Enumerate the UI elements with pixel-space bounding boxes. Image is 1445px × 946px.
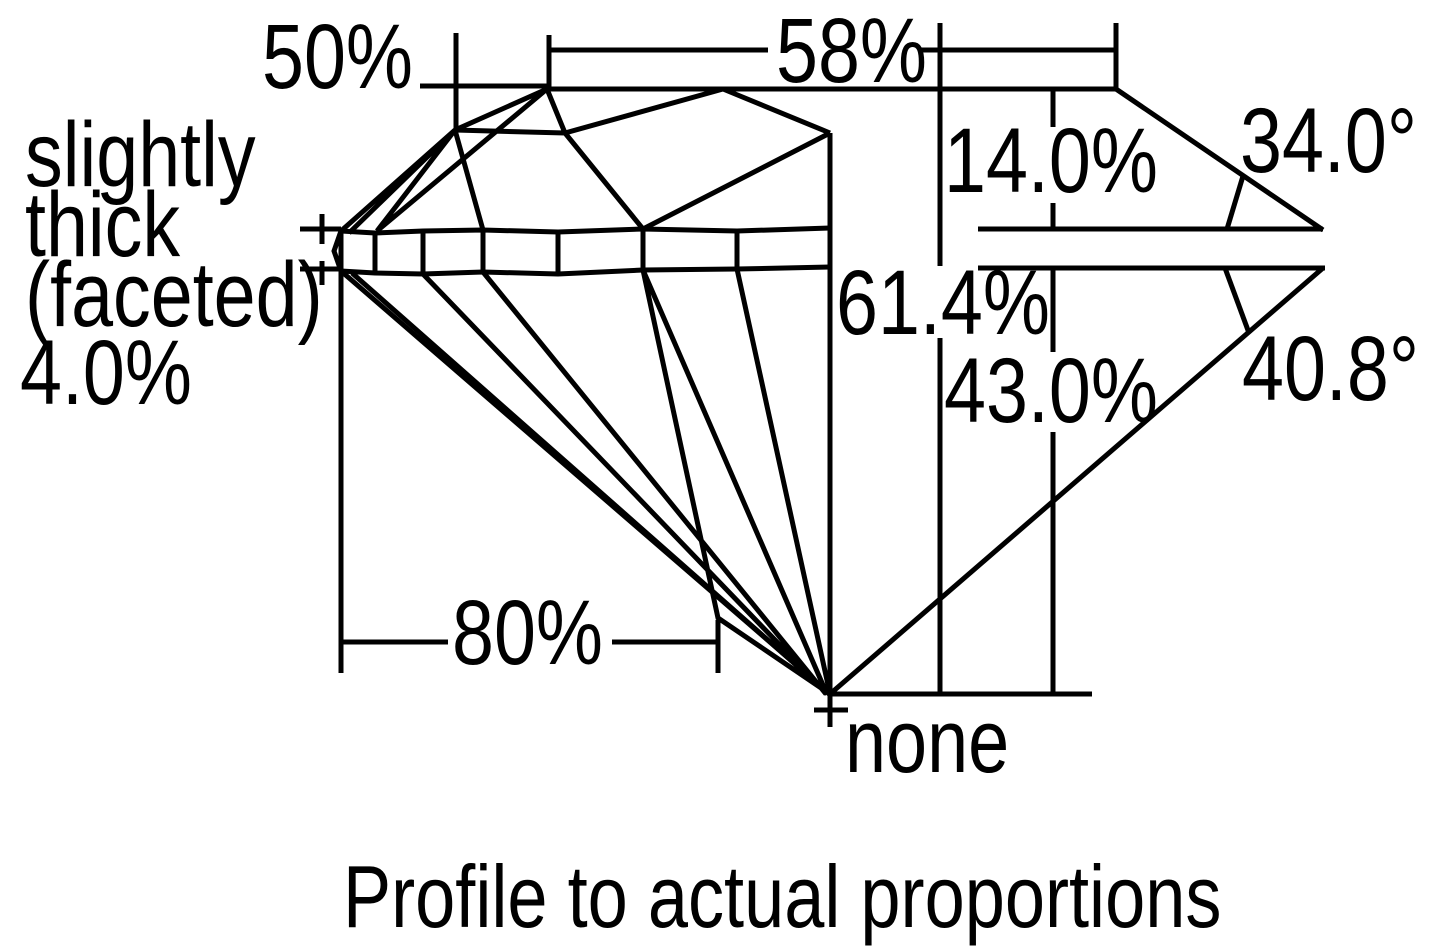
crown-facet-lines	[339, 86, 833, 694]
girdle-bottom-edge	[340, 264, 831, 277]
culet-size-label: none	[845, 692, 1010, 792]
pavilion-slope-right	[828, 266, 1325, 696]
pavilion-facet-lines	[339, 268, 833, 697]
star-length-label: 50%	[262, 6, 413, 108]
girdle-facet-edges	[338, 229, 740, 274]
culet-cross-mark	[814, 694, 848, 727]
girdle-description-line2: thick	[25, 174, 181, 276]
girdle-top-edge	[340, 225, 831, 236]
crown-height-label: 14.0%	[944, 110, 1158, 212]
table-size-label: 58%	[776, 0, 927, 102]
girdle-description-line1: slightly	[25, 104, 256, 206]
dimension-lines	[300, 23, 1325, 727]
pavilion-facet-edges	[350, 268, 833, 697]
crown-slope-right	[1114, 86, 1325, 233]
girdle-description: slightly thick (faceted)	[25, 104, 323, 346]
crown-angle-marker	[1224, 175, 1246, 230]
crown-facet-edges	[339, 86, 832, 235]
lower-half-label: 80%	[452, 582, 603, 684]
girdle-description-line3: (faceted)	[25, 244, 323, 346]
pavilion-angle-label: 40.8°	[1242, 318, 1420, 420]
girdle-bottom-tick	[300, 261, 341, 285]
girdle-thickness-label: 4.0%	[20, 322, 192, 424]
pavilion-angle-marker	[1222, 267, 1252, 334]
girdle-band	[331, 225, 831, 277]
diagram-caption: Profile to actual proportions	[343, 847, 1222, 946]
pavilion-depth-label: 43.0%	[944, 340, 1158, 442]
crown-angle-label: 34.0°	[1240, 90, 1418, 192]
total-depth-label: 61.4%	[836, 252, 1050, 354]
girdle-top-tick	[300, 214, 341, 244]
diamond-outline	[547, 86, 1325, 696]
